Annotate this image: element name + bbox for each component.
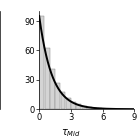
Bar (50, 69, 55, 109)
Text: $\tau_{Mid}$: $\tau_{Mid}$ (61, 127, 81, 139)
Bar (61, 92, 65, 109)
Bar (98, 108, 102, 109)
Bar (55, 82, 60, 109)
Bar (76, 104, 81, 109)
Bar (87, 107, 92, 109)
Bar (39, 16, 44, 109)
Bar (45, 48, 50, 109)
Bar (82, 106, 87, 109)
Bar (66, 98, 71, 109)
Bar (71, 102, 76, 109)
Bar (92, 108, 97, 109)
